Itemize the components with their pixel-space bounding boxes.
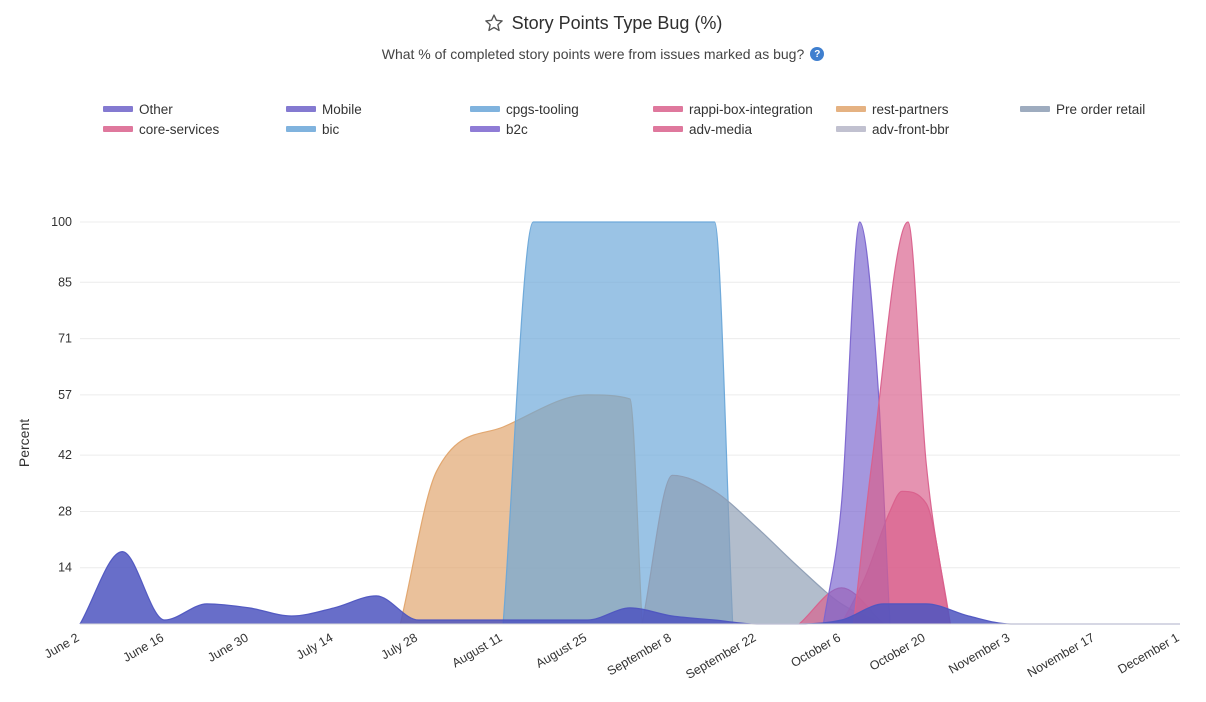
legend-swatch [470, 126, 500, 132]
series-line-unlabeled [79, 550, 1180, 625]
legend-label: Mobile [322, 101, 362, 117]
legend-swatch [470, 106, 500, 112]
legend-label: rest-partners [872, 101, 949, 117]
series-area-adv-media[interactable] [853, 222, 951, 624]
legend-label: Other [139, 101, 173, 117]
y-tick-label: 28 [58, 504, 72, 518]
legend-swatch [286, 126, 316, 132]
chart-legend: Other Mobile cpgs-tooling rappi-box-integra… [103, 100, 1193, 138]
star-icon[interactable] [484, 13, 504, 33]
legend-item-adv-media[interactable]: adv-media [653, 120, 836, 138]
legend-label: b2c [506, 121, 528, 137]
legend-label: bic [322, 121, 340, 137]
x-tick-label: October 6 [789, 630, 844, 670]
legend-label: cpgs-tooling [506, 101, 579, 117]
x-tick-label: September 8 [605, 630, 674, 678]
legend-swatch [103, 126, 133, 132]
chart-title: Story Points Type Bug (%) [511, 12, 723, 33]
series-line-cpgs-tooling [502, 221, 734, 625]
legend-label: core-services [139, 121, 220, 137]
legend-label: adv-media [689, 121, 753, 137]
legend-item-rest-partners[interactable]: rest-partners [836, 100, 1020, 118]
x-tick-label: July 14 [294, 630, 335, 662]
x-tick-label: September 22 [683, 630, 758, 681]
legend-label: Pre order retail [1056, 101, 1146, 117]
chart-subtitle: What % of completed story points were fr… [381, 46, 805, 62]
x-tick-label: June 30 [205, 630, 251, 664]
legend-swatch [1020, 106, 1050, 112]
x-tick-label: June 16 [121, 630, 167, 664]
chart-header: Story Points Type Bug (%) What % of comp… [0, 10, 1206, 62]
x-tick-label: October 20 [867, 630, 928, 673]
series-area-unlabeled[interactable] [80, 551, 1180, 624]
y-tick-label: 57 [58, 388, 72, 402]
legend-item-adv-front-bbr[interactable]: adv-front-bbr [836, 120, 1020, 138]
legend-swatch [103, 106, 133, 112]
x-tick-label: June 2 [42, 630, 82, 661]
x-tick-label: November 17 [1025, 630, 1097, 680]
series-area-pre-order-retail[interactable] [642, 475, 884, 624]
legend-item-mobile[interactable]: Mobile [286, 100, 470, 118]
title-row: Story Points Type Bug (%) [0, 10, 1206, 36]
legend-item-pre-order-retail[interactable]: Pre order retail [1020, 100, 1193, 118]
legend-swatch [836, 106, 866, 112]
subtitle-row: What % of completed story points were fr… [0, 46, 1206, 62]
legend-label: adv-front-bbr [872, 121, 950, 137]
y-axis-label: Percent [16, 419, 32, 467]
y-tick-label: 100 [51, 215, 72, 229]
legend-swatch [286, 106, 316, 112]
help-icon[interactable]: ? [810, 47, 825, 61]
y-tick-label: 14 [58, 561, 72, 575]
y-tick-label: 42 [58, 448, 72, 462]
legend-swatch [836, 126, 866, 132]
legend-item-other[interactable]: Other [103, 100, 286, 118]
y-tick-label: 71 [58, 332, 72, 346]
x-tick-label: November 3 [946, 630, 1012, 676]
legend-label: rappi-box-integration [689, 101, 813, 117]
x-tick-label: December 1 [1116, 630, 1182, 676]
legend-swatch [653, 106, 683, 112]
legend-item-cpgs-tooling[interactable]: cpgs-tooling [470, 100, 653, 118]
legend-item-core-services[interactable]: core-services [103, 120, 286, 138]
legend-item-rappi-box-integration[interactable]: rappi-box-integration [653, 100, 836, 118]
series-line-adv-media [853, 221, 951, 625]
x-tick-label: July 28 [379, 630, 420, 662]
legend-grid: Other Mobile cpgs-tooling rappi-box-integra… [103, 100, 1193, 138]
legend-item-bic[interactable]: bic [286, 120, 470, 138]
x-tick-label: August 11 [450, 630, 505, 670]
x-tick-label: August 25 [533, 630, 589, 670]
legend-swatch [653, 126, 683, 132]
legend-item-b2c[interactable]: b2c [470, 120, 653, 138]
y-tick-label: 85 [58, 275, 72, 289]
